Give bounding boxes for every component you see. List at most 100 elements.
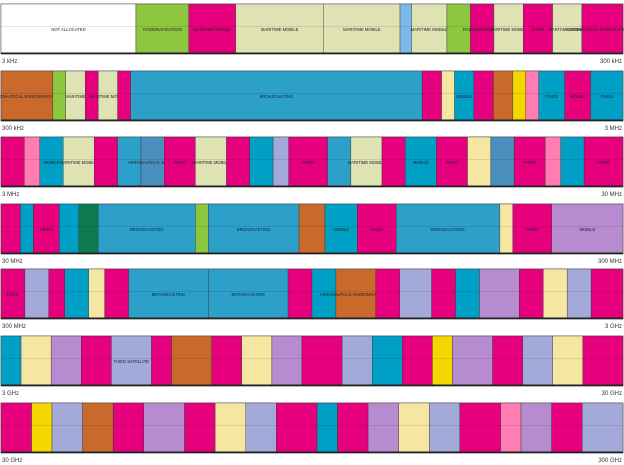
spectrum-row: FIXED BROADCASTING BROADCASTING AERONAUTICA… (0, 268, 624, 330)
band-label: MOBILE (413, 160, 429, 165)
band-broadcasting (396, 203, 501, 255)
band-satellite (51, 402, 83, 454)
band-label: BROADCASTING (237, 227, 271, 232)
band-fixed (581, 3, 624, 55)
band-label: BROADCASTING (152, 292, 186, 297)
row-end-label: 300 GHz (598, 458, 622, 464)
band-standard-frequency (78, 203, 99, 255)
row-end-label: 30 MHz (601, 192, 622, 198)
band-meteorological (335, 268, 376, 320)
band-broadcasting (128, 268, 209, 320)
row-start-label: 300 MHz (2, 324, 26, 330)
band-amateur (24, 136, 41, 188)
band-label: MARITIME MOBILE (490, 27, 528, 32)
row-baseline (1, 451, 623, 453)
band-satellite (111, 335, 152, 387)
band-fixed (211, 335, 242, 387)
band-broadcasting (130, 70, 423, 122)
band-aeronautical-mobile (490, 136, 515, 188)
band-fixed (287, 268, 313, 320)
band-fixed (590, 268, 624, 320)
band-fixed (301, 335, 343, 387)
band-fixed (564, 70, 591, 122)
band-satellite (399, 268, 432, 320)
band-radiolocation (543, 268, 568, 320)
band-radionavigation (512, 70, 527, 122)
band-label: MOBILE (456, 94, 472, 99)
band-radiolocation (20, 335, 52, 387)
row-end-label: 300 kHz (600, 59, 622, 65)
band-fixed (0, 136, 25, 188)
band-fixed (81, 335, 112, 387)
band-label: MARITIME MOBILE (60, 160, 98, 165)
band-amateur (545, 136, 562, 188)
row-end-label: 30 GHz (602, 391, 622, 397)
band-meteorological (298, 203, 326, 255)
band-fixed (164, 136, 196, 188)
band-fixed (94, 136, 118, 188)
band-fixed (459, 402, 501, 454)
band-fixed (117, 70, 131, 122)
band-mobile (20, 203, 34, 255)
band-satellite (429, 402, 461, 454)
band-fixed (583, 136, 624, 188)
band-earth-exploration (143, 402, 185, 454)
row-start-label: 300 kHz (2, 126, 24, 132)
band-label: FIXED (302, 160, 314, 165)
band-maritime-mobile (552, 3, 583, 55)
band-label: MARITIME MOBILE (89, 94, 127, 99)
band-label: BROADCASTING (431, 227, 465, 232)
band-meteorological (82, 402, 114, 454)
row-baseline (1, 317, 623, 319)
band-label: AERONAUTICAL RADIONAVIGATION (320, 292, 392, 297)
band-satellite (566, 268, 592, 320)
band-label: NOT ALLOCATED (51, 27, 85, 32)
band-meteorological (171, 335, 212, 387)
band-mobile (64, 268, 89, 320)
band-label: RADIONAVIGATION (143, 27, 181, 32)
band-amateur (500, 402, 522, 454)
band-mobile (249, 136, 274, 188)
band-earth-exploration (551, 203, 624, 255)
band-fixed (188, 3, 236, 55)
band-satellite (272, 136, 289, 188)
row-baseline (1, 185, 623, 187)
band-maritime-mobile (350, 136, 383, 188)
band-radionavigation (432, 335, 453, 387)
band-label: FIXED (601, 94, 613, 99)
band-label: FIXED (526, 227, 538, 232)
band-fixed (288, 136, 328, 188)
band-broadcasting (208, 268, 289, 320)
band-label: FIXED (546, 94, 558, 99)
row-end-label: 3 GHz (605, 324, 622, 330)
band-label: FIXED (597, 160, 609, 165)
band-fixed (337, 402, 369, 454)
band-label: MOBILE (579, 227, 595, 232)
band-label: MARITIME (65, 94, 86, 99)
band-fixed (431, 268, 456, 320)
band-amateur (525, 70, 539, 122)
row-end-label: 3 MHz (605, 126, 622, 132)
band-satellite (582, 402, 624, 454)
row-baseline (1, 384, 623, 386)
spectrum-row: NOT ALLOCATED RADIONAVIGATION MARITIME MOB… (0, 3, 624, 65)
band-fixed (0, 203, 21, 255)
band-label: FIXED (371, 227, 383, 232)
band-earth-exploration (452, 335, 493, 387)
band-mobile (316, 402, 338, 454)
row-baseline (1, 252, 623, 254)
band-mobile (538, 70, 565, 122)
band-label: MARITIME MOBILE (411, 27, 449, 32)
row-start-label: 30 GHz (2, 458, 22, 464)
band-satellite (341, 335, 373, 387)
band-label: MOBILE (333, 227, 349, 232)
band-fixed (436, 136, 468, 188)
band-label: MARITIME MOBILE (343, 27, 381, 32)
band-label: MARITIME MOBILE (261, 27, 299, 32)
band-radiolocation (499, 203, 514, 255)
band-label: MARITIME MOBILE (194, 27, 232, 32)
row-start-label: 3 MHz (2, 192, 19, 198)
band-earth-exploration (367, 402, 399, 454)
band-mobile (371, 335, 403, 387)
